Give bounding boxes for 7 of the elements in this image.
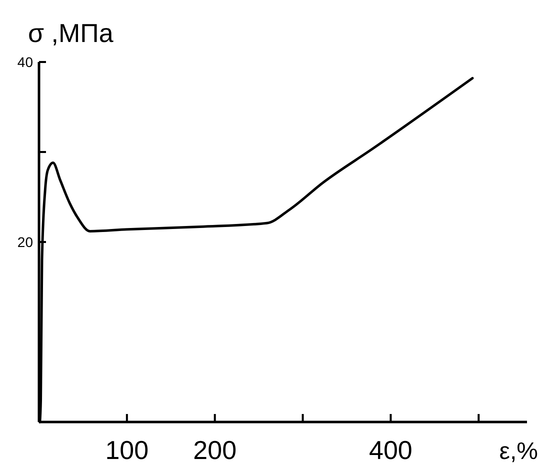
x-tick-label: 100 (105, 435, 149, 465)
x-tick-label: 400 (369, 435, 412, 465)
y-tick-label: 40 (17, 54, 34, 70)
y-axis-title: σ ,МПа (28, 18, 114, 48)
y-tick-label: 20 (17, 234, 34, 250)
x-axis-title: ε,% (499, 438, 538, 465)
x-tick-label: 200 (193, 435, 237, 465)
